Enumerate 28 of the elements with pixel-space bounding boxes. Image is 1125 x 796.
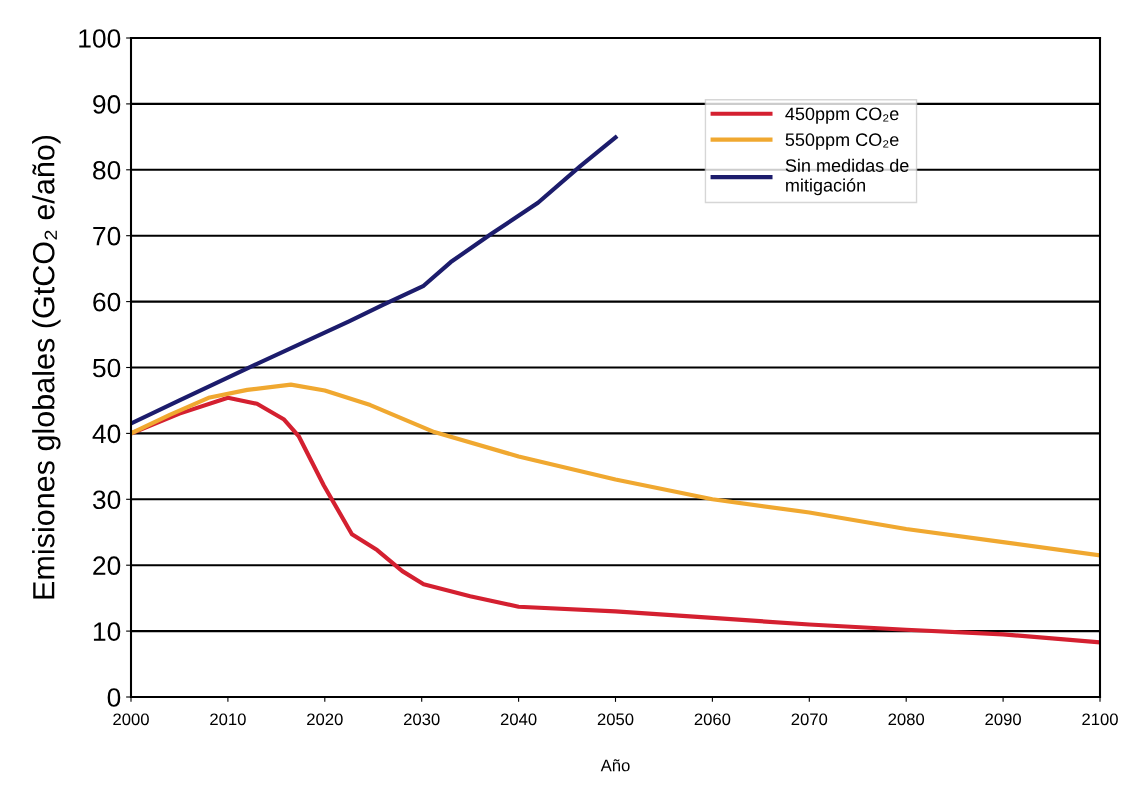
y-tick-label: 80 — [93, 160, 121, 180]
x-tick-label: 2080 — [888, 713, 925, 726]
y-tick-label: 40 — [92, 424, 121, 444]
x-tick-label: 2090 — [985, 713, 1021, 726]
legend-label: Sin medidas de mitigación — [785, 158, 909, 196]
line-series — [131, 135, 618, 426]
x-axis-title: Año — [600, 759, 630, 772]
y-tick-label: 10 — [93, 622, 121, 641]
legend-label: 450ppm CO₂e — [785, 107, 899, 124]
x-tick-label: 2030 — [404, 713, 440, 726]
y-tick-label: 60 — [93, 292, 121, 312]
y-tick-label: 70 — [93, 226, 121, 246]
y-tick-label: 100 — [79, 29, 121, 48]
x-tick-label: 2100 — [1082, 713, 1118, 726]
x-tick-label: 2020 — [307, 713, 343, 726]
y-tick-label: 0 — [107, 688, 121, 707]
x-tick-label: 2010 — [210, 713, 246, 726]
y-axis-title: Emisiones globales (GtCO₂ e/año) — [32, 135, 61, 599]
y-tick-label: 20 — [93, 556, 121, 576]
x-tick-label: 2040 — [500, 713, 537, 726]
y-tick-label: 90 — [93, 95, 121, 114]
x-tick-label: 2070 — [791, 713, 828, 726]
legend-label: 550ppm CO₂e — [785, 133, 899, 150]
x-tick-label: 2050 — [597, 713, 634, 726]
x-tick-label: 2060 — [694, 713, 731, 726]
y-tick-label: 50 — [92, 358, 121, 378]
x-tick-label: 2000 — [113, 713, 149, 726]
y-tick-label: 30 — [92, 490, 121, 510]
